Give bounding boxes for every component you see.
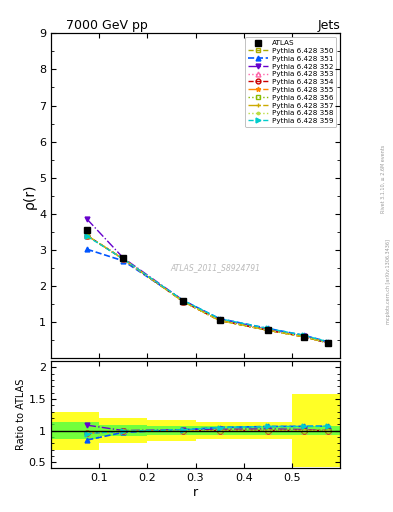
Text: mcplots.cern.ch [arXiv:1306.3436]: mcplots.cern.ch [arXiv:1306.3436] [386, 239, 391, 324]
Text: Jets: Jets [317, 19, 340, 32]
Text: ATLAS_2011_S8924791: ATLAS_2011_S8924791 [171, 263, 261, 272]
Text: Rivet 3.1.10, ≥ 2.6M events: Rivet 3.1.10, ≥ 2.6M events [381, 145, 386, 214]
Y-axis label: Ratio to ATLAS: Ratio to ATLAS [16, 379, 26, 451]
Text: 7000 GeV pp: 7000 GeV pp [66, 19, 147, 32]
Y-axis label: ρ(r): ρ(r) [22, 183, 36, 208]
Legend: ATLAS, Pythia 6.428 350, Pythia 6.428 351, Pythia 6.428 352, Pythia 6.428 353, P: ATLAS, Pythia 6.428 350, Pythia 6.428 35… [245, 37, 336, 127]
X-axis label: r: r [193, 486, 198, 499]
